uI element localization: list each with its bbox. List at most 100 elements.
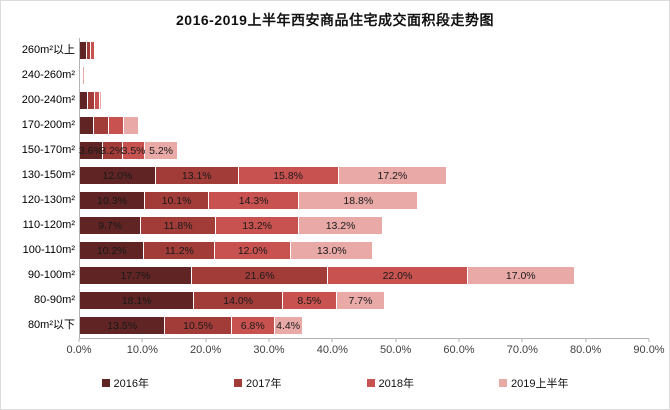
x-tick-mark bbox=[141, 339, 143, 342]
bar-value-label: 18.1% bbox=[121, 294, 152, 307]
bar-segment bbox=[86, 42, 92, 59]
bar-segment: 17.7% bbox=[80, 267, 192, 284]
legend-marker bbox=[234, 379, 243, 387]
bar-segment: 15.8% bbox=[238, 167, 339, 184]
x-tick-label: 40.0% bbox=[316, 344, 348, 356]
x-tick-mark bbox=[458, 339, 460, 342]
bar-value-label: 13.1% bbox=[181, 169, 212, 182]
category-label: 110-120m² bbox=[22, 219, 75, 231]
bar-value-label: 15.8% bbox=[273, 169, 303, 182]
bar-value-label: 12.0% bbox=[102, 169, 133, 182]
x-tick-label: 0.0% bbox=[66, 344, 92, 356]
chart-body: 260m²以上 240-260m² 200-240m² 170-200m² 150-17… bbox=[3, 38, 649, 339]
stacked-bar: 13.5% 10.5% 6.8% 4.4% bbox=[80, 317, 649, 334]
bar-segment bbox=[81, 67, 83, 84]
bar-segment bbox=[93, 117, 110, 134]
legend-label: 2018年 bbox=[378, 378, 414, 390]
x-tick-mark bbox=[648, 339, 650, 342]
plot-area: 3.6% 3.2% 3.5% 5.2% 12.0% 13.1% 15.8% 17.2% 10.3… bbox=[79, 38, 649, 339]
bar-segment: 3.5% bbox=[122, 142, 146, 159]
bar-segment: 17.2% bbox=[338, 167, 448, 184]
bar-value-label: 17.2% bbox=[377, 169, 408, 182]
legend-item: 2016年 bbox=[101, 375, 149, 391]
x-tick-label: 20.0% bbox=[190, 344, 222, 356]
bar-row bbox=[80, 38, 649, 63]
bar-segment: 3.2% bbox=[100, 142, 125, 159]
bar-row: 18.1% 14.0% 8.5% 7.7% bbox=[80, 288, 649, 313]
bar-row: 10.3% 10.1% 14.3% 18.8% bbox=[80, 188, 649, 213]
bar-segment: 7.7% bbox=[336, 292, 386, 309]
x-tick-label: 30.0% bbox=[253, 344, 285, 356]
bar-segment: 13.2% bbox=[215, 217, 300, 234]
category-label: 90-100m² bbox=[27, 269, 75, 281]
bar-value-label: 9.7% bbox=[98, 219, 123, 232]
x-tick-label: 50.0% bbox=[380, 344, 412, 356]
bar-segment: 18.1% bbox=[80, 292, 195, 309]
x-tick-mark bbox=[78, 339, 80, 342]
x-tick-mark bbox=[521, 339, 523, 342]
bar-segment bbox=[109, 117, 124, 134]
stacked-bar: 9.7% 11.8% 13.2% 13.2% bbox=[80, 217, 649, 234]
x-tick-label: 60.0% bbox=[443, 344, 475, 356]
bar-value-label: 4.4% bbox=[276, 319, 301, 332]
bar-value-label: 10.5% bbox=[183, 319, 213, 332]
bar-value-label: 22.0% bbox=[382, 269, 413, 282]
x-tick-mark bbox=[395, 339, 397, 342]
bar-row: 9.7% 11.8% 13.2% 13.2% bbox=[80, 213, 649, 238]
x-axis: 0.0% 10.0% 20.0% 30.0% 40.0% 50.0% 60.0% 70.0% 8… bbox=[66, 339, 665, 359]
bar-row: 13.5% 10.5% 6.8% 4.4% bbox=[80, 313, 649, 338]
bar-segment: 18.8% bbox=[299, 192, 419, 209]
bar-value-label: 5.2% bbox=[149, 144, 173, 157]
bar-segment: 14.0% bbox=[194, 292, 283, 309]
bar-segment: 13.5% bbox=[80, 317, 166, 334]
x-tick-mark bbox=[585, 339, 587, 342]
legend-marker bbox=[101, 379, 110, 387]
stacked-bar bbox=[80, 42, 649, 59]
bar-segment: 21.6% bbox=[191, 267, 329, 284]
bar-segment: 10.3% bbox=[80, 192, 146, 209]
bar-value-label: 11.2% bbox=[164, 244, 194, 257]
bar-segment bbox=[95, 42, 97, 59]
bar-row bbox=[80, 63, 649, 88]
bar-value-label: 17.0% bbox=[505, 269, 536, 282]
bar-value-label: 3.2% bbox=[100, 144, 125, 157]
bar-segment bbox=[99, 92, 103, 109]
bar-value-label: 12.0% bbox=[237, 244, 268, 257]
bar-value-label: 18.8% bbox=[343, 194, 374, 207]
legend-marker bbox=[366, 379, 375, 387]
x-tick-label: 70.0% bbox=[506, 344, 538, 356]
bar-segment: 10.1% bbox=[145, 192, 209, 209]
bar-value-label: 13.0% bbox=[316, 244, 347, 257]
category-label: 150-170m² bbox=[21, 144, 75, 156]
bar-segment: 11.2% bbox=[144, 242, 216, 259]
bar-segment: 5.2% bbox=[145, 142, 178, 159]
bar-value-label: 6.8% bbox=[240, 319, 265, 332]
stacked-bar: 18.1% 14.0% 8.5% 7.7% bbox=[80, 292, 649, 309]
bar-segment: 13.0% bbox=[291, 242, 374, 259]
category-label: 130-150m² bbox=[21, 169, 75, 181]
bar-segment: 12.0% bbox=[80, 167, 156, 184]
legend-label: 2019上半年 bbox=[510, 378, 569, 390]
bar-segment bbox=[87, 92, 95, 109]
bar-row bbox=[80, 88, 649, 113]
bar-row: 10.2% 11.2% 12.0% 13.0% bbox=[80, 238, 649, 263]
bar-value-label: 13.2% bbox=[325, 219, 356, 232]
bar-value-label: 10.1% bbox=[161, 194, 192, 207]
bar-value-label: 10.3% bbox=[97, 194, 127, 207]
bar-row bbox=[80, 113, 649, 138]
bar-value-label: 13.5% bbox=[107, 319, 138, 332]
bar-segment: 17.0% bbox=[467, 267, 575, 284]
category-label: 260m²以上 bbox=[21, 44, 75, 56]
bar-segment: 8.5% bbox=[282, 292, 337, 309]
bar-segment bbox=[94, 92, 100, 109]
stacked-bar: 3.6% 3.2% 3.5% 5.2% bbox=[78, 142, 649, 159]
bar-row: 12.0% 13.1% 15.8% 17.2% bbox=[80, 163, 649, 188]
bar-value-label: 3.6% bbox=[78, 144, 103, 157]
bar-segment: 11.8% bbox=[141, 217, 216, 234]
bar-value-label: 21.6% bbox=[244, 269, 275, 282]
bar-segment bbox=[80, 117, 94, 134]
stacked-bar bbox=[80, 92, 649, 109]
bar-value-label: 14.3% bbox=[238, 194, 269, 207]
bar-segment: 22.0% bbox=[328, 267, 468, 284]
